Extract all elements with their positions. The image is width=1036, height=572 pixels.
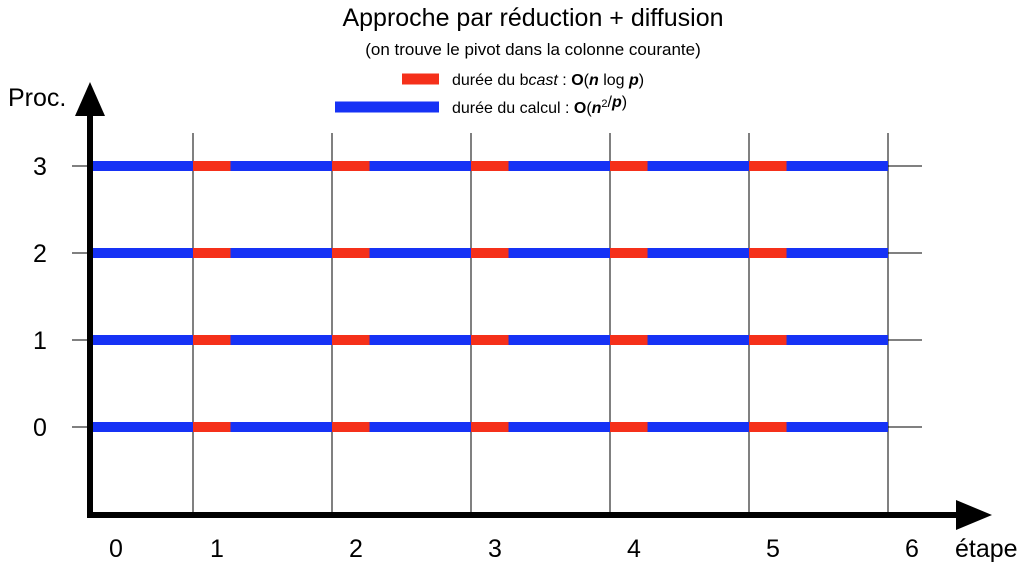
- legend-label-compute: durée du calcul : O(n2/p): [452, 94, 627, 117]
- timeline-bars: [90, 161, 888, 432]
- x-tick-1: 1: [210, 535, 224, 563]
- tick-labels: 0 1 2 3 4 5 6 0 1 2 3: [33, 153, 919, 563]
- x-tick-0: 0: [109, 535, 123, 563]
- axes: [75, 82, 992, 530]
- x-tick-2: 2: [349, 535, 363, 563]
- legend-label-bcast: durée du bcast : O(n log p): [452, 72, 644, 89]
- x-tick-6: 6: [905, 535, 919, 563]
- x-tick-5: 5: [766, 535, 780, 563]
- y-tick-2: 2: [33, 240, 47, 268]
- y-tick-0: 0: [33, 414, 47, 442]
- x-tick-4: 4: [627, 535, 641, 563]
- y-tick-1: 1: [33, 327, 47, 355]
- y-tick-3: 3: [33, 153, 47, 181]
- x-axis-label: étape: [955, 535, 1018, 563]
- x-tick-3: 3: [488, 535, 502, 563]
- y-axis-arrow: [75, 82, 105, 116]
- legend: durée du bcast : O(n log p) durée du calc…: [335, 72, 644, 117]
- chart-subtitle: (on trouve le pivot dans la colonne cour…: [365, 40, 700, 59]
- chart-title: Approche par réduction + diffusion: [342, 4, 723, 32]
- y-axis-label: Proc.: [8, 84, 66, 112]
- grid-lines: [72, 133, 922, 515]
- x-axis-arrow: [956, 500, 992, 530]
